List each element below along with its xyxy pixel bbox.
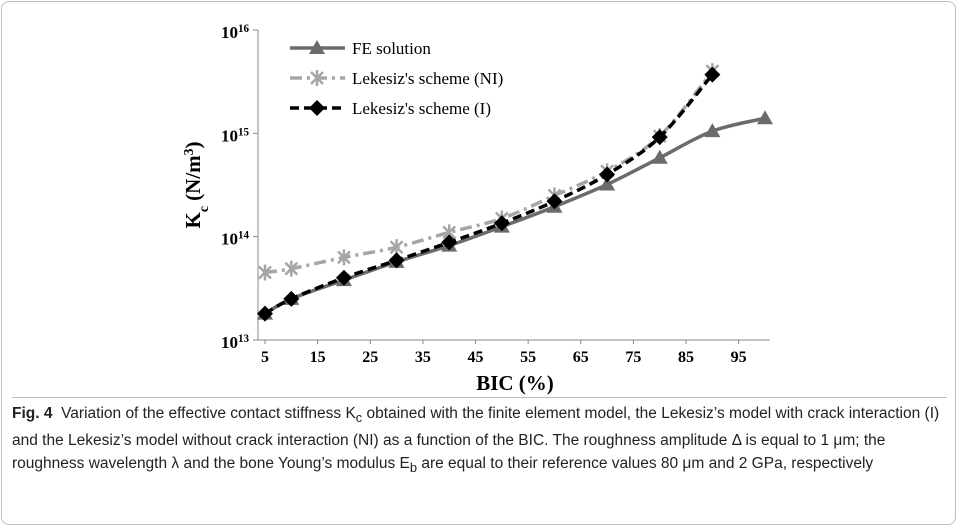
chart: BIC (%) Kc (N/m3) 1013 1014 1015 1016 5 15 25 3…: [181, 23, 773, 395]
marker: [284, 260, 299, 277]
series-line: [264, 70, 714, 275]
y-tick-label: 1016: [221, 23, 250, 42]
marker: [337, 249, 351, 266]
marker: [757, 110, 773, 125]
legend-marker: [310, 70, 324, 86]
marker: [599, 176, 616, 191]
marker: [704, 66, 721, 83]
marker: [651, 149, 668, 164]
marker: [335, 269, 352, 286]
x-tick-label: 45: [468, 349, 484, 366]
caption: Fig. 4 Variation of the effective contac…: [12, 397, 947, 479]
caption-text: Variation of the effective contact stiff…: [12, 405, 940, 476]
x-tick-label: 55: [520, 349, 536, 366]
x-tick-label: 85: [678, 349, 694, 366]
x-tick-label: 15: [310, 349, 326, 366]
marker: [258, 264, 272, 281]
marker: [441, 234, 458, 251]
x-tick-label: 35: [415, 349, 431, 366]
marker: [388, 252, 405, 269]
x-tick-label: 5: [261, 349, 269, 366]
marker: [546, 193, 563, 210]
y-tick-label: 1013: [221, 333, 250, 352]
marker: [257, 305, 273, 322]
marker: [599, 166, 616, 183]
x-tick-label: 25: [362, 349, 378, 366]
y-tick-label: 1015: [221, 126, 250, 145]
x-tick-label: 95: [731, 349, 747, 366]
legend-marker: [309, 40, 325, 54]
marker: [651, 129, 668, 146]
y-tick-label: 1014: [221, 230, 250, 249]
marker: [283, 290, 300, 307]
legend-marker: [309, 100, 325, 116]
marker: [704, 123, 721, 138]
y-axis-label: Kc (N/m3): [181, 142, 211, 229]
legend-label: Lekesiz's scheme (I): [352, 99, 491, 118]
x-axis-label: BIC (%): [476, 371, 554, 395]
marker: [493, 215, 510, 232]
legend-label: FE solution: [352, 39, 431, 58]
legend-label: Lekesiz's scheme (NI): [352, 69, 503, 88]
series-line: [264, 73, 714, 316]
caption-label: Fig. 4: [12, 405, 53, 422]
x-tick-label: 65: [573, 349, 589, 366]
x-tick-label: 75: [625, 349, 641, 366]
